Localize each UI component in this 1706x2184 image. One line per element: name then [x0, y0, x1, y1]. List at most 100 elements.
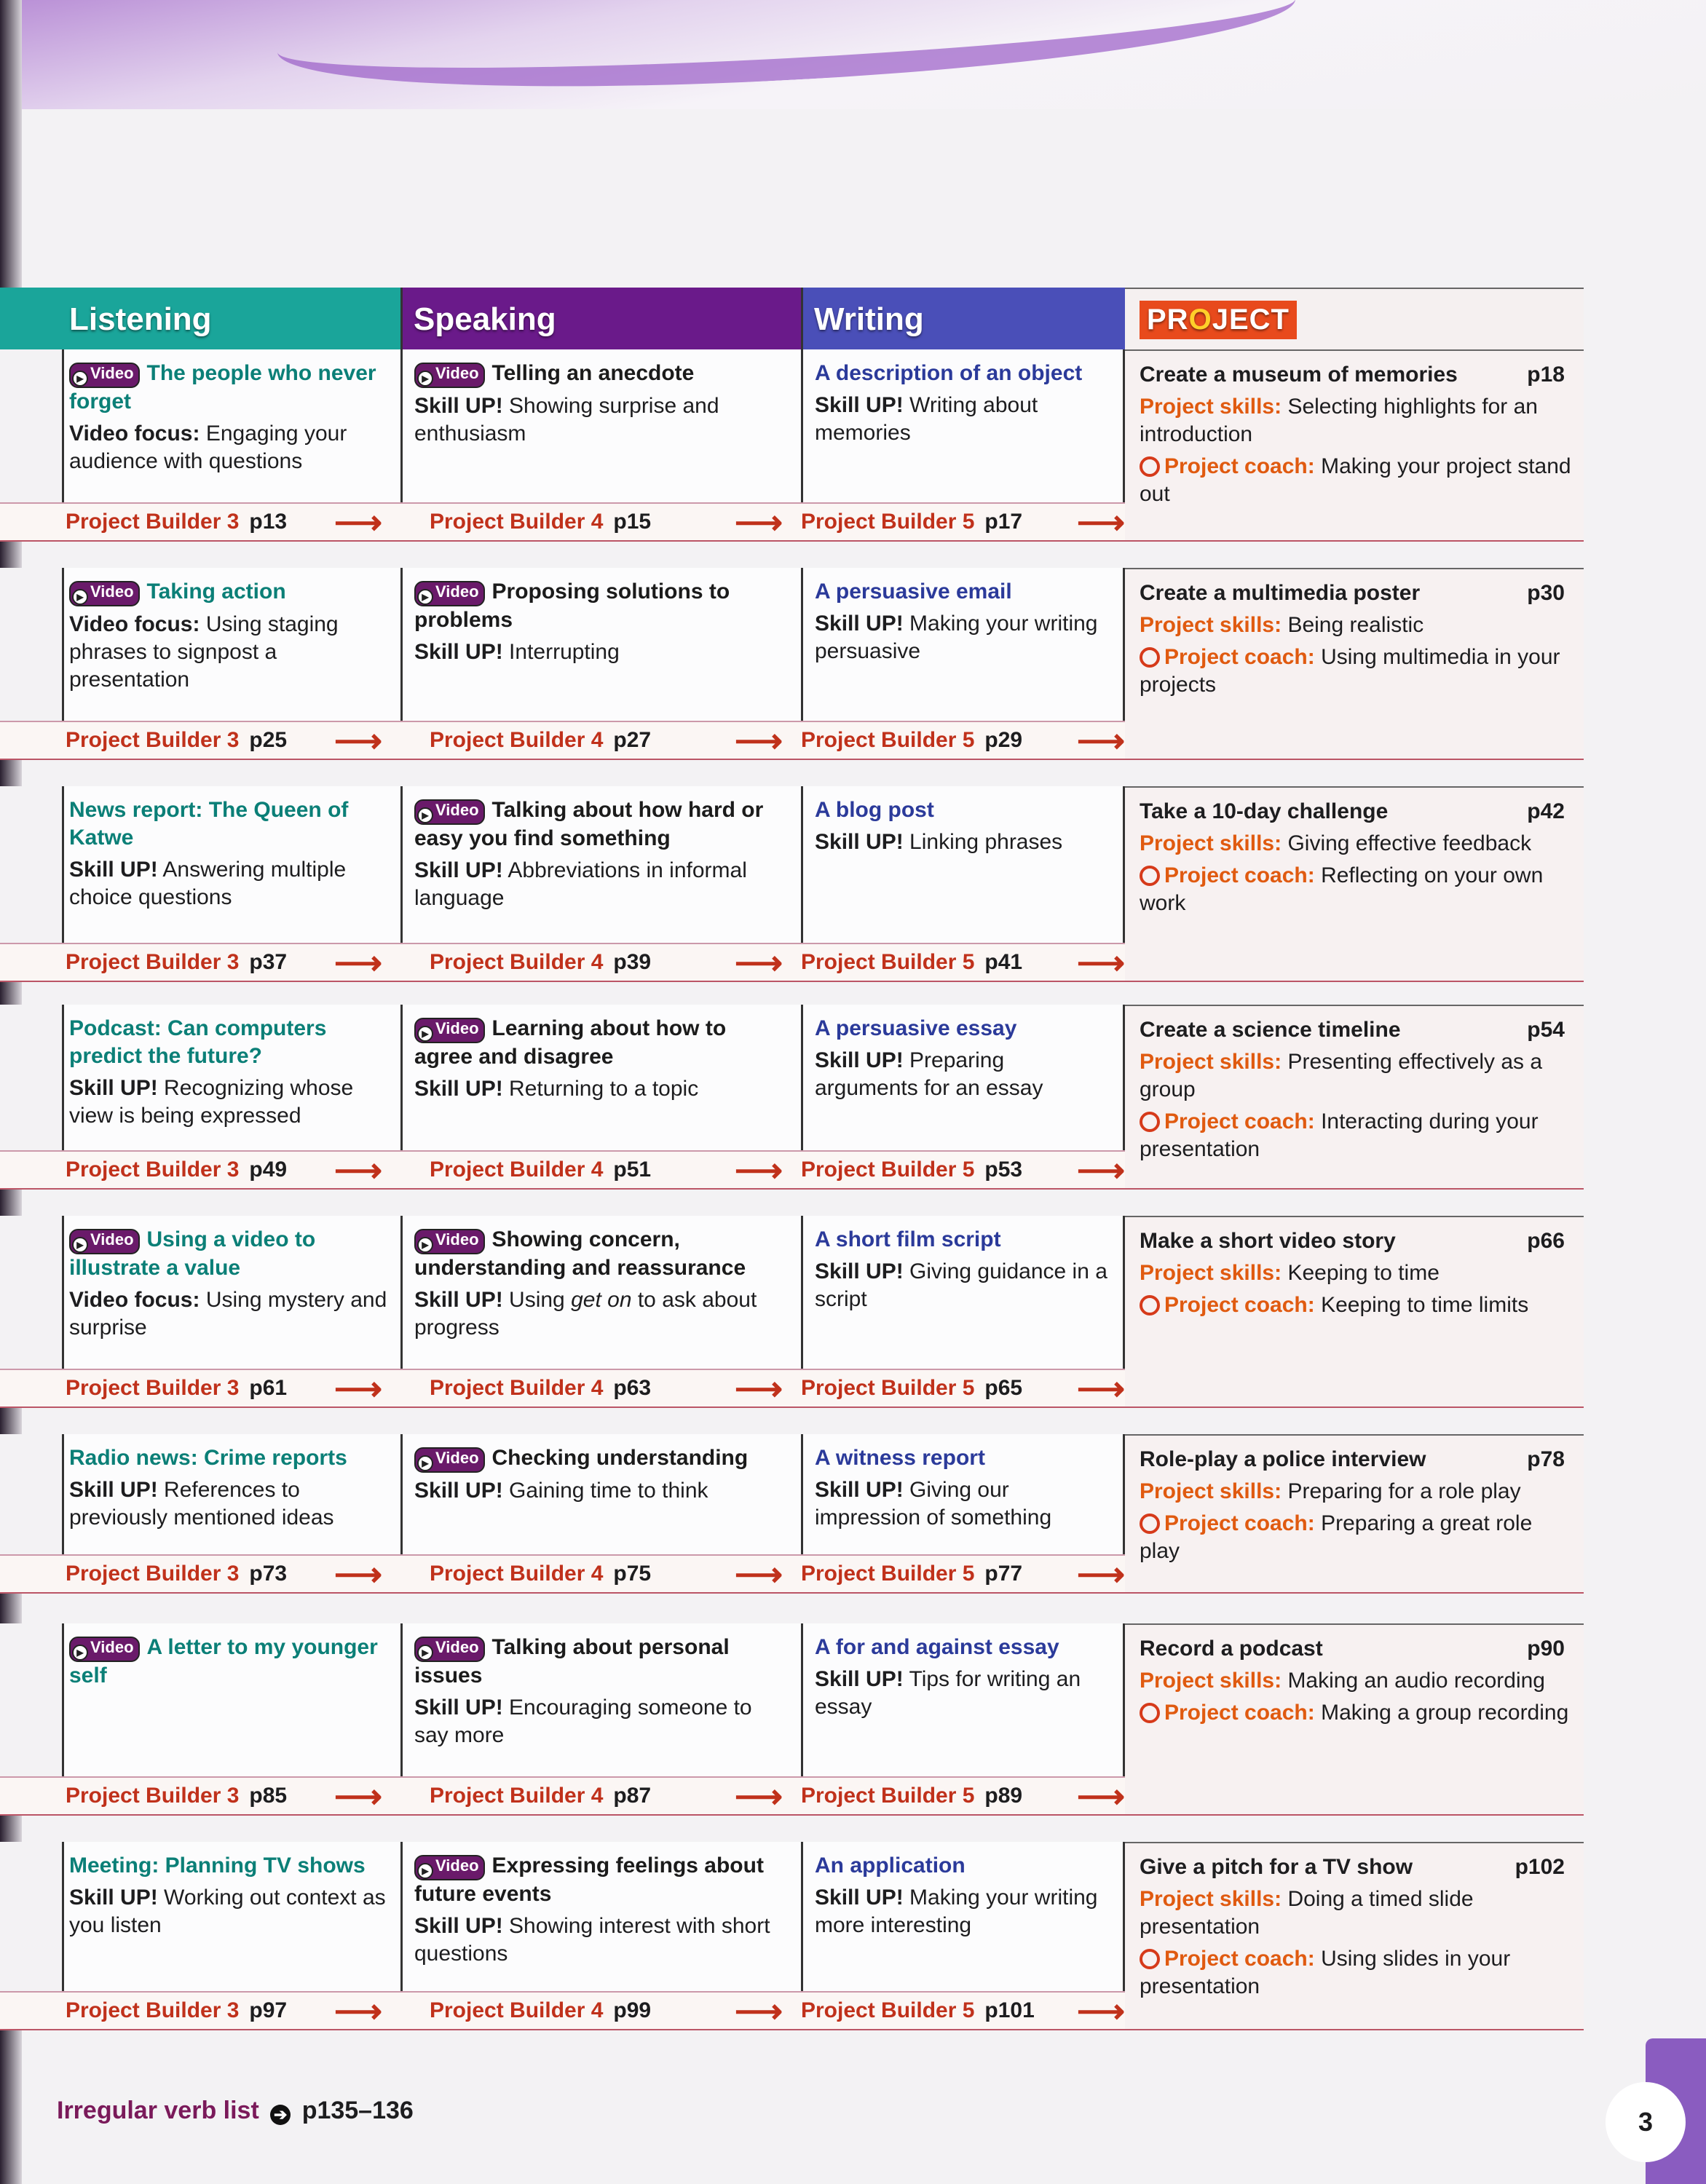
project-coach-text: Interacting during your presentation — [1140, 1109, 1539, 1161]
project-title-text: Create a science timeline — [1140, 1018, 1401, 1042]
video-label: Video — [90, 364, 134, 382]
project-builder-label: Project Builder 5 p53 — [801, 1158, 1022, 1182]
project-builder-page: p63 — [613, 1376, 652, 1400]
project-builder-label: Project Builder 5 p17 — [801, 510, 1022, 534]
writing-title: A blog post — [815, 798, 934, 822]
project-builder-link[interactable]: Project Builder 5 p77 ⟶ — [801, 1557, 1125, 1591]
listening-detail-label: Skill UP! — [69, 858, 158, 882]
project-builder-link[interactable]: Project Builder 3 p25 ⟶ — [0, 724, 400, 757]
project-builder-link[interactable]: Project Builder 3 p49 ⟶ — [0, 1153, 400, 1187]
speaking-skill: Skill UP! Interrupting — [414, 638, 789, 666]
project-builder-link[interactable]: Project Builder 4 p15 ⟶ — [400, 505, 801, 539]
speaking-skill-after: to ask about progress — [414, 1288, 757, 1340]
arrow-right-icon: ⟶ — [735, 1369, 783, 1407]
arrow-right-icon: ⟶ — [1077, 1555, 1125, 1593]
project-builder-link[interactable]: Project Builder 3 p37 ⟶ — [0, 946, 400, 979]
project-builder-name: Project Builder 4 — [430, 728, 604, 752]
listening-title: Meeting: Planning TV shows — [69, 1852, 389, 1880]
project-builder-link[interactable]: Project Builder 4 p27 ⟶ — [400, 724, 801, 757]
table-row: Podcast: Can computers predict the futur… — [0, 1005, 1584, 1190]
listening-detail-label: Skill UP! — [69, 1886, 158, 1910]
writing-skill: Skill UP! Making your writing persuasive — [815, 610, 1111, 665]
project-builder-link[interactable]: Project Builder 4 p87 ⟶ — [400, 1779, 801, 1813]
project-builder-link[interactable]: Project Builder 3 p13 ⟶ — [0, 505, 400, 539]
arrow-right-icon: ⟶ — [735, 1151, 783, 1189]
project-builder-link[interactable]: Project Builder 5 p101 ⟶ — [801, 1994, 1125, 2027]
project-builder-link[interactable]: Project Builder 4 p63 ⟶ — [400, 1372, 801, 1405]
project-builder-page: p65 — [984, 1376, 1023, 1400]
project-coach-text: Making your project stand out — [1140, 454, 1571, 506]
project-builder-name: Project Builder 5 — [801, 510, 975, 534]
project-builder-link[interactable]: Project Builder 3 p97 ⟶ — [0, 1994, 400, 2027]
project-builder-link[interactable]: Project Builder 4 p75 ⟶ — [400, 1557, 801, 1591]
project-builder-link[interactable]: Project Builder 5 p17 ⟶ — [801, 505, 1125, 539]
project-badge-pre: PR — [1147, 303, 1189, 336]
speaking-cell: ▶ Video Showing concern, understanding and… — [400, 1216, 801, 1369]
arrow-right-icon: ⟶ — [1077, 503, 1125, 541]
project-builder-label: Project Builder 3 p97 — [66, 1998, 287, 2023]
project-builder-line: Project Builder 3 p97 ⟶ Project Builder 4 p9… — [0, 1991, 1125, 2030]
project-title: Record a podcast p90 — [1140, 1635, 1572, 1663]
project-builder-name: Project Builder 3 — [66, 1376, 240, 1400]
project-builder-link[interactable]: Project Builder 4 p39 ⟶ — [400, 946, 801, 979]
project-builder-link[interactable]: Project Builder 4 p51 ⟶ — [400, 1153, 801, 1187]
table-row: ▶ Video The people who never forget Video f… — [0, 349, 1584, 542]
play-icon: ▶ — [72, 371, 88, 387]
project-skills: Project skills: Making an audio recordin… — [1140, 1667, 1572, 1695]
table-row: Meeting: Planning TV shows Skill UP! Work… — [0, 1842, 1584, 2030]
project-builder-link[interactable]: Project Builder 3 p85 ⟶ — [0, 1779, 400, 1813]
project-builder-link[interactable]: Project Builder 3 p61 ⟶ — [0, 1372, 400, 1405]
speaking-title: ▶ Video Checking understanding — [414, 1444, 789, 1473]
project-cell: Make a short video story p66 Project skill… — [1125, 1216, 1584, 1408]
listening-title-text: Taking action — [146, 579, 286, 604]
speaking-title: ▶ Video Showing concern, understanding and… — [414, 1226, 789, 1282]
skill-up-label: Skill UP! — [815, 1478, 904, 1502]
project-builder-label: Project Builder 4 p87 — [430, 1784, 651, 1808]
row-cells: Podcast: Can computers predict the futur… — [0, 1005, 1584, 1150]
project-builder-page: p39 — [613, 950, 652, 974]
speaking-skill: Skill UP! Returning to a topic — [414, 1075, 789, 1103]
listening-cell: ▶ Video The people who never forget Video f… — [0, 349, 400, 502]
row-cells: ▶ Video Using a video to illustrate a valu… — [0, 1216, 1584, 1369]
project-builder-link[interactable]: Project Builder 5 p65 ⟶ — [801, 1372, 1125, 1405]
project-builder-link[interactable]: Project Builder 5 p53 ⟶ — [801, 1153, 1125, 1187]
listening-title: Podcast: Can computers predict the futur… — [69, 1015, 389, 1070]
project-skills-text: Making an audio recording — [1287, 1669, 1545, 1693]
speaking-title-text: Showing concern, understanding and reass… — [414, 1227, 746, 1280]
arrow-right-icon: ⟶ — [334, 1777, 382, 1815]
speaking-title: ▶ Video Expressing feelings about future e… — [414, 1852, 789, 1908]
header-project: PROJECT — [1125, 288, 1584, 352]
project-builder-label: Project Builder 5 p65 — [801, 1376, 1022, 1401]
project-title-text: Record a podcast — [1140, 1637, 1323, 1661]
project-title: Make a short video story p66 — [1140, 1227, 1572, 1255]
project-skills: Project skills: Giving effective feedbac… — [1140, 830, 1572, 858]
skill-up-label: Skill UP! — [414, 858, 503, 882]
irregular-verb-label: Irregular verb list — [57, 2097, 259, 2124]
project-builder-name: Project Builder 4 — [430, 1784, 604, 1808]
project-builder-label: Project Builder 3 p73 — [66, 1562, 287, 1586]
project-builder-line: Project Builder 3 p25 ⟶ Project Builder 4 p2… — [0, 721, 1125, 760]
project-builder-link[interactable]: Project Builder 4 p99 ⟶ — [400, 1994, 801, 2027]
writing-cell: A short film script Skill UP! Giving guid… — [801, 1216, 1125, 1369]
project-title-text: Give a pitch for a TV show — [1140, 1855, 1413, 1879]
project-page: p90 — [1527, 1637, 1565, 1661]
project-builder-link[interactable]: Project Builder 5 p29 ⟶ — [801, 724, 1125, 757]
project-builder-name: Project Builder 3 — [66, 1562, 240, 1586]
listening-title-text: A letter to my younger self — [69, 1635, 378, 1688]
project-cell: Take a 10-day challenge p42 Project skills… — [1125, 786, 1584, 982]
table-row: ▶ Video Using a video to illustrate a valu… — [0, 1216, 1584, 1408]
project-builder-link[interactable]: Project Builder 5 p89 ⟶ — [801, 1779, 1125, 1813]
project-skills: Project skills: Doing a timed slide pres… — [1140, 1886, 1572, 1941]
project-skills-label: Project skills: — [1140, 1050, 1282, 1074]
project-skills: Project skills: Keeping to time — [1140, 1259, 1572, 1287]
project-page: p42 — [1527, 799, 1565, 823]
project-builder-link[interactable]: Project Builder 3 p73 ⟶ — [0, 1557, 400, 1591]
project-builder-label: Project Builder 4 p39 — [430, 950, 651, 975]
arrow-right-icon: ⟶ — [1077, 943, 1125, 981]
project-builder-link[interactable]: Project Builder 5 p41 ⟶ — [801, 946, 1125, 979]
video-badge: ▶ Video — [414, 581, 485, 606]
arrow-right-icon: ➔ — [270, 2105, 291, 2125]
project-builder-name: Project Builder 3 — [66, 1158, 240, 1182]
project-skills-label: Project skills: — [1140, 395, 1282, 419]
